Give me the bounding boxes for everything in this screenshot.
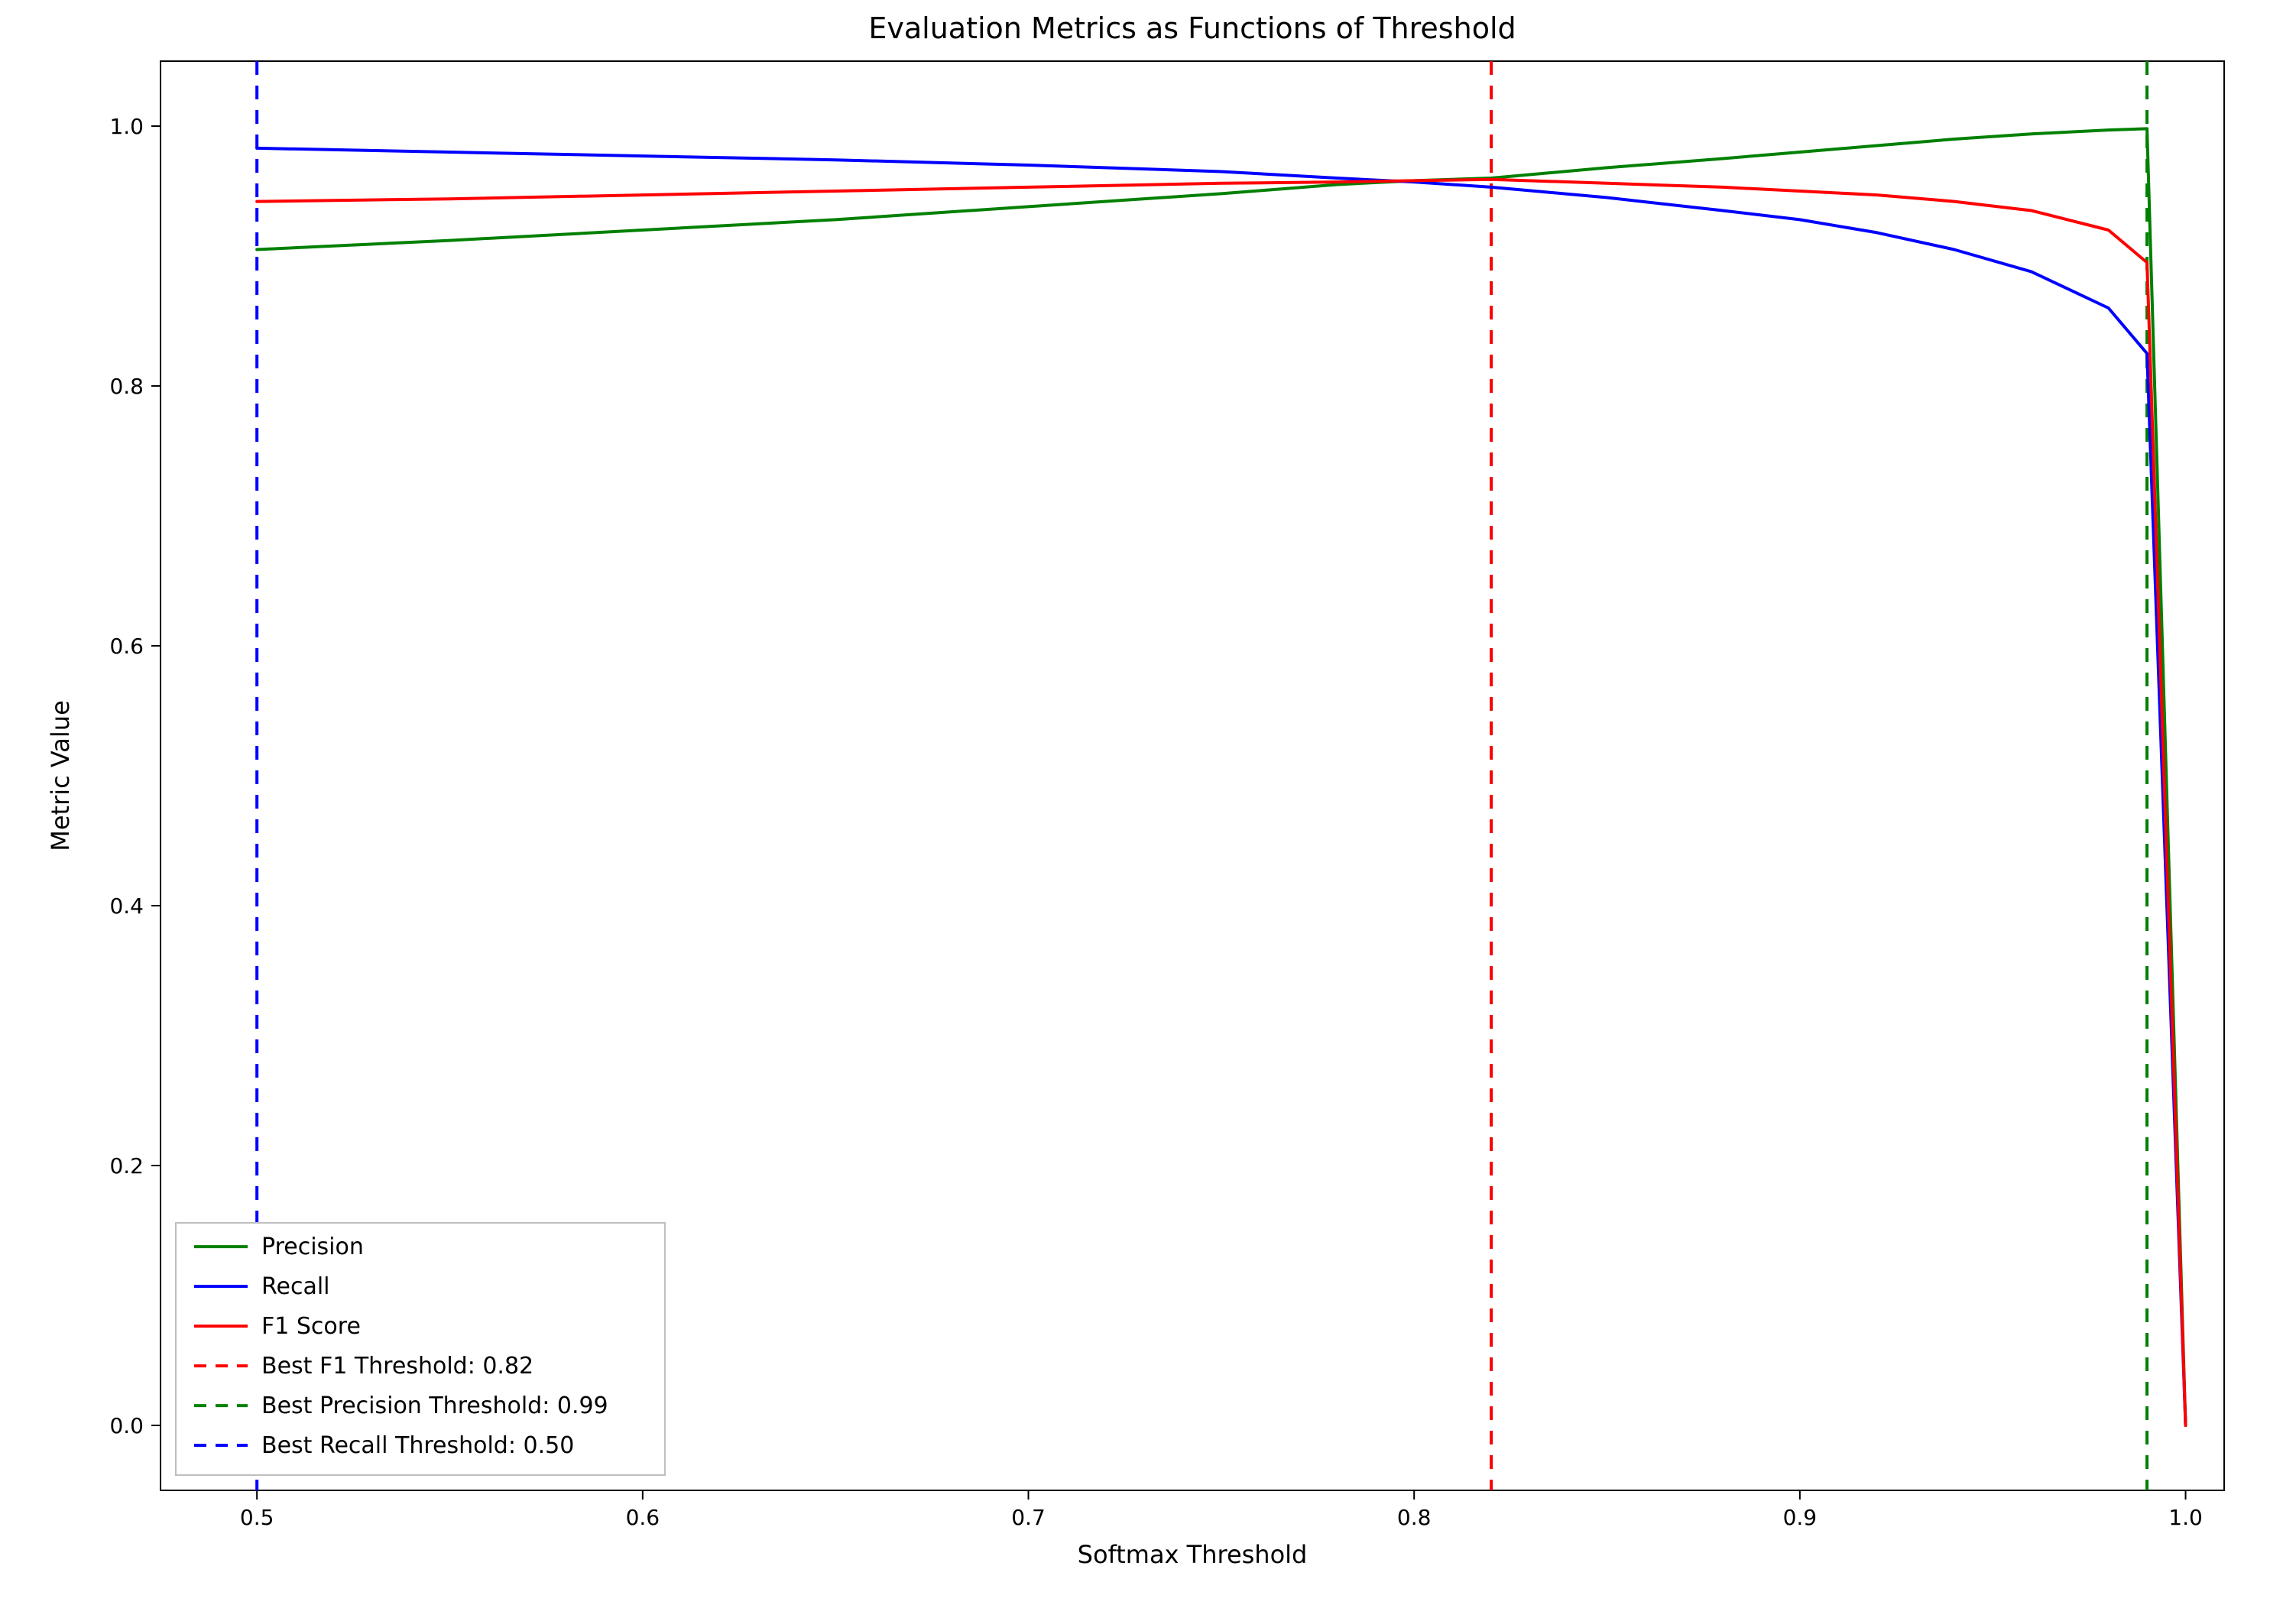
y-tick-label: 0.6 — [109, 634, 144, 659]
y-tick-label: 0.8 — [109, 374, 144, 399]
legend: Precision Recall F1 Score Best F1 Threshold… — [176, 1223, 665, 1475]
y-tick-label: 0.0 — [109, 1413, 144, 1438]
legend-label-best_precision: Best Precision Threshold: 0.99 — [261, 1393, 608, 1419]
x-tick-label: 0.6 — [626, 1505, 660, 1530]
y-tick-label: 0.4 — [109, 893, 144, 919]
chart-title: Evaluation Metrics as Functions of Thres… — [868, 11, 1516, 45]
y-tick-label: 1.0 — [109, 114, 144, 139]
legend-label-best_f1: Best F1 Threshold: 0.82 — [261, 1353, 533, 1380]
x-axis-label: Softmax Threshold — [1078, 1540, 1308, 1569]
y-axis-label: Metric Value — [46, 700, 75, 851]
x-tick-label: 0.9 — [1783, 1505, 1818, 1530]
legend-label-best_recall: Best Recall Threshold: 0.50 — [261, 1432, 574, 1459]
x-tick-label: 0.7 — [1011, 1505, 1046, 1530]
legend-label-recall: Recall — [261, 1273, 330, 1300]
x-tick-label: 0.8 — [1397, 1505, 1432, 1530]
x-tick-label: 1.0 — [2168, 1505, 2203, 1530]
chart-container: Evaluation Metrics as Functions of Thres… — [0, 0, 2296, 1605]
y-tick-label: 0.2 — [109, 1153, 144, 1179]
x-ticks: 0.5 0.6 0.7 0.8 0.9 1.0 — [240, 1490, 2203, 1530]
legend-label-precision: Precision — [261, 1234, 364, 1260]
y-ticks: 0.0 0.2 0.4 0.6 0.8 1.0 — [109, 114, 161, 1438]
legend-label-f1: F1 Score — [261, 1313, 361, 1340]
x-tick-label: 0.5 — [240, 1505, 274, 1530]
metrics-line-chart: Evaluation Metrics as Functions of Thres… — [0, 0, 2296, 1605]
